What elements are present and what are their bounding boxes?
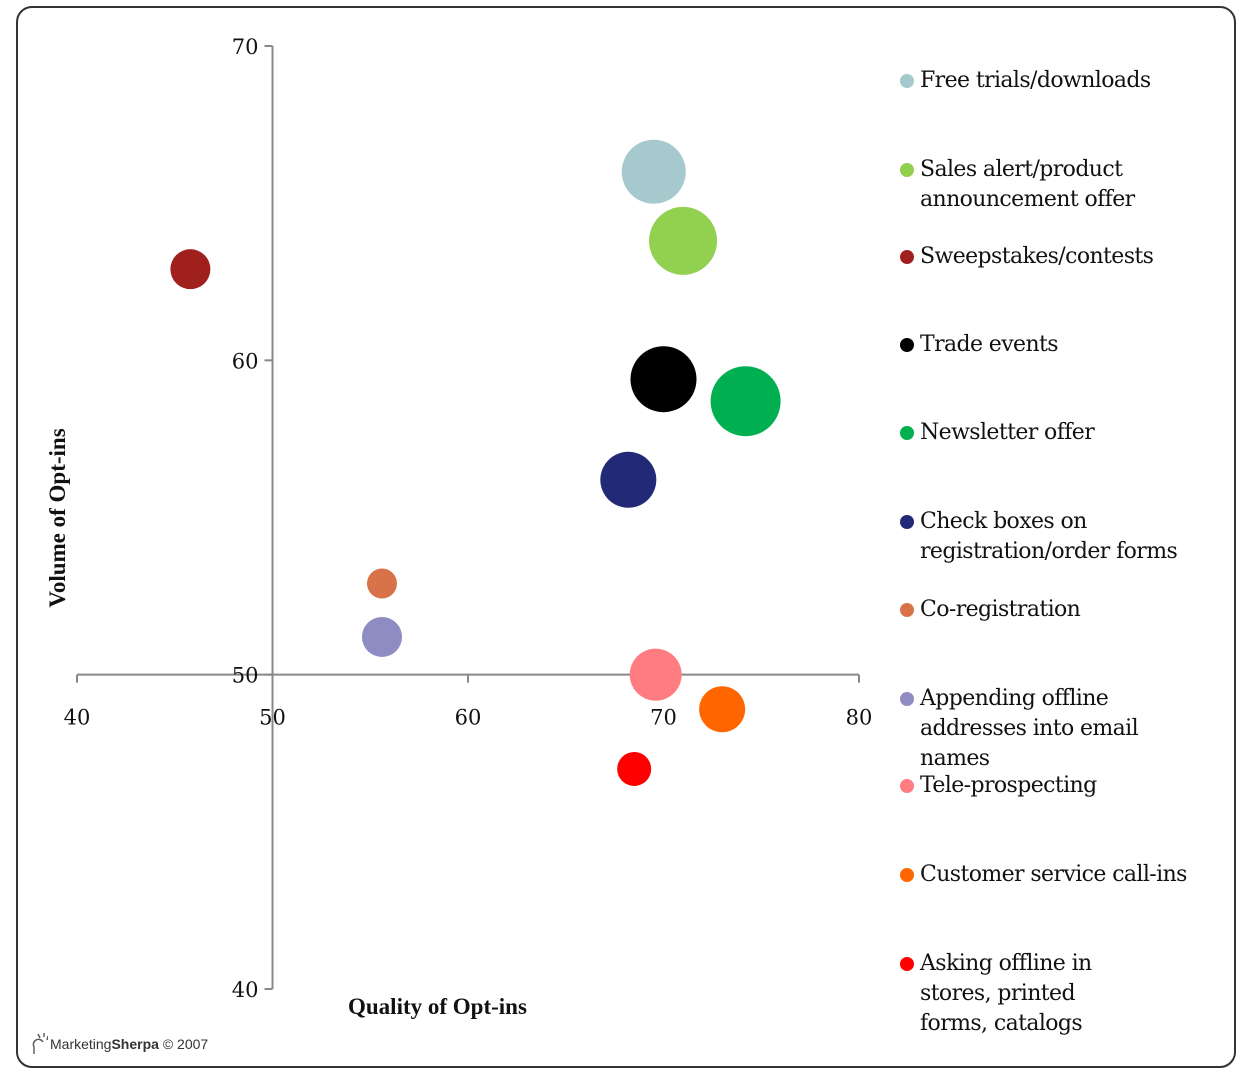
x-tick-label: 60 — [455, 706, 482, 730]
legend-label: Trade events — [920, 332, 1059, 357]
legend-label: Customer service call-ins — [920, 862, 1187, 887]
logo-copyright: © 2007 — [162, 1036, 209, 1052]
bubble-point — [617, 751, 652, 786]
legend-label: Tele-prospecting — [920, 773, 1097, 798]
y-tick-label: 50 — [232, 664, 259, 688]
legend-item: Check boxes on registration/order forms — [900, 507, 1178, 567]
legend-item: Free trials/downloads — [900, 66, 1151, 96]
bubble-point — [170, 249, 211, 290]
bubble-point — [621, 139, 686, 204]
legend-marker — [900, 692, 914, 706]
y-tick-label: 40 — [232, 978, 259, 1002]
legend-item: Asking offline in stores, printed forms,… — [900, 949, 1092, 1039]
legend-label: Co-registration — [920, 597, 1081, 622]
legend-marker — [900, 250, 914, 264]
legend-marker — [900, 868, 914, 882]
legend-marker — [900, 338, 914, 352]
bubble-point — [649, 206, 718, 275]
bubble-point — [710, 366, 781, 437]
sun-icon — [32, 1033, 48, 1054]
legend-item: Appending offline addresses into email n… — [900, 684, 1139, 774]
bubble-point — [699, 686, 746, 733]
legend-item: Co-registration — [900, 595, 1081, 625]
logo-brand-bold: Sherpa — [111, 1036, 159, 1052]
x-tick-label: 80 — [846, 706, 873, 730]
legend-item: Newsletter offer — [900, 418, 1095, 448]
legend-label: Newsletter offer — [920, 420, 1095, 445]
legend-item: Sweepstakes/contests — [900, 242, 1154, 272]
y-tick-label: 60 — [232, 349, 259, 373]
legend-marker — [900, 779, 914, 793]
legend-marker — [900, 957, 914, 971]
legend-marker — [900, 74, 914, 88]
legend-label: Sweepstakes/contests — [920, 244, 1154, 269]
marketingsherpa-logo: Marketing Sherpa © 2007 — [30, 1033, 208, 1055]
legend-marker — [900, 163, 914, 177]
legend-item: Customer service call-ins — [900, 860, 1187, 890]
x-axis-title: Quality of Opt-ins — [348, 994, 527, 1019]
x-tick-label: 40 — [64, 706, 91, 730]
legend-marker — [900, 515, 914, 529]
y-axis-title: Volume of Opt-ins — [45, 428, 70, 608]
legend-label: Sales alert/product announcement offer — [920, 157, 1135, 212]
legend-label: Free trials/downloads — [920, 68, 1151, 93]
bubble-point — [366, 568, 397, 599]
legend-item: Tele-prospecting — [900, 771, 1097, 801]
bubble-point — [629, 648, 682, 701]
bubble-point — [630, 346, 697, 413]
legend-marker — [900, 426, 914, 440]
legend-label: Check boxes on registration/order forms — [920, 509, 1178, 564]
legend-item: Sales alert/product announcement offer — [900, 155, 1135, 215]
legend-item: Trade events — [900, 330, 1059, 360]
x-tick-label: 70 — [650, 706, 677, 730]
legend-label: Appending offline addresses into email n… — [920, 686, 1139, 771]
legend-marker — [900, 603, 914, 617]
bubble-point — [600, 451, 657, 508]
y-tick-label: 70 — [232, 35, 259, 59]
x-tick-label: 50 — [259, 706, 286, 730]
legend-label: Asking offline in stores, printed forms,… — [920, 951, 1092, 1036]
logo-brand-plain: Marketing — [50, 1036, 112, 1052]
bubble-point — [361, 616, 402, 657]
